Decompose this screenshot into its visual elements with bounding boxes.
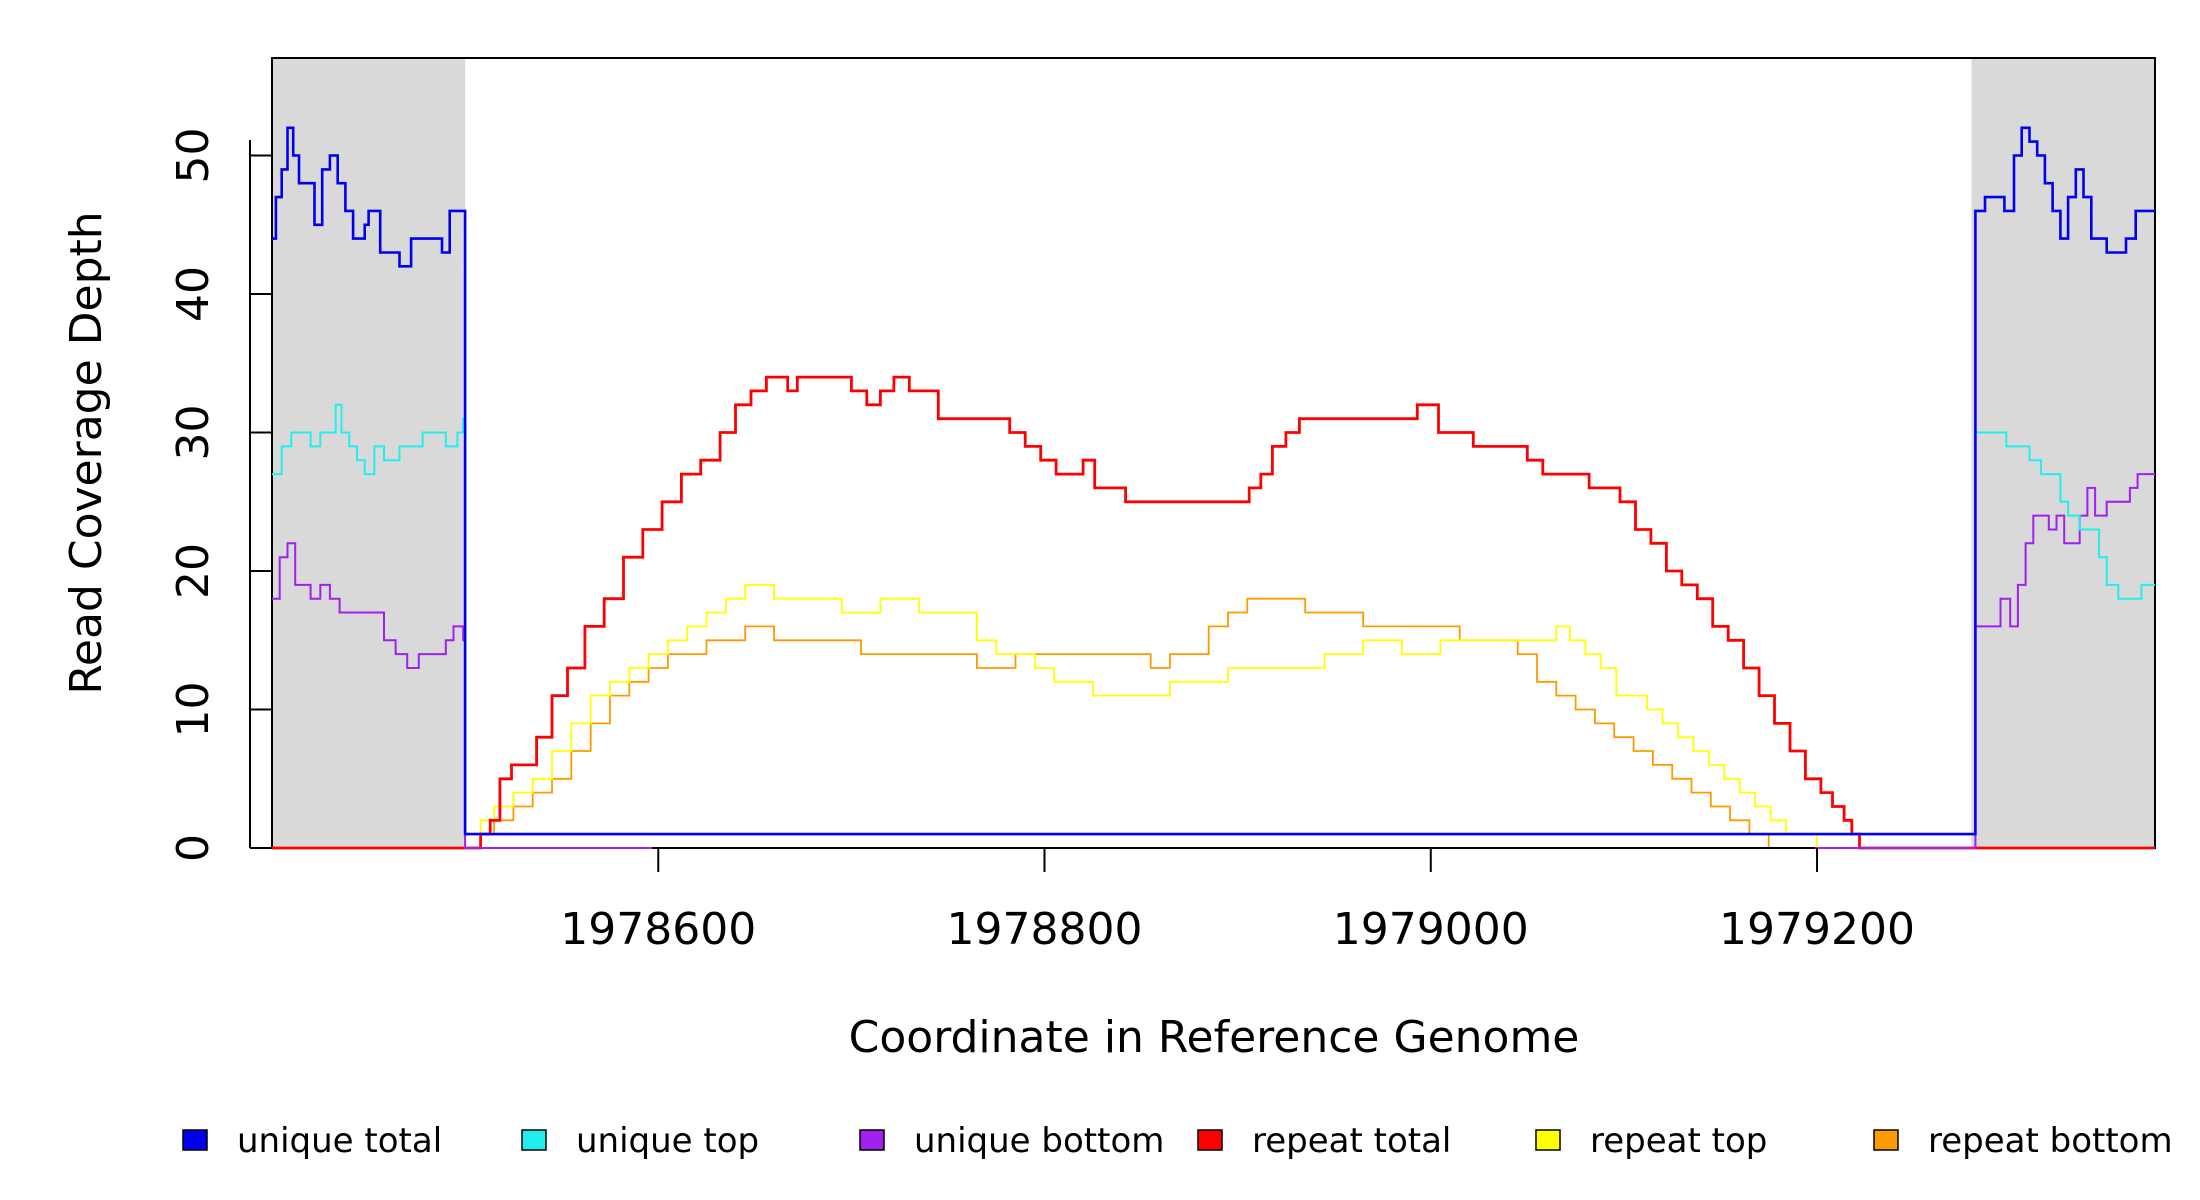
y-tick-label-50: 50: [168, 128, 219, 184]
legend-item-repeat-bottom: repeat bottom: [1873, 1121, 2173, 1161]
y-tick-label-10: 10: [168, 682, 219, 738]
series-line-repeat-bottom: [272, 597, 2155, 849]
legend-item-unique-top: unique top: [521, 1121, 759, 1161]
y-tick-label-0: 0: [168, 834, 219, 862]
series-line-repeat-top: [272, 584, 2155, 849]
legend-label: repeat top: [1590, 1121, 1767, 1161]
x-ticks: 1978600 1978800 1979000 1979200: [560, 848, 1915, 955]
axes: [249, 140, 1815, 849]
shaded-region-1: [272, 58, 466, 848]
series-line-unique-total: [272, 126, 2155, 836]
legend-swatch: [1197, 1129, 1223, 1151]
x-tick-label-1978800: 1978800: [947, 904, 1143, 955]
y-ticks: 0 10 20 30 40 50: [168, 128, 272, 862]
y-axis-title: Read Coverage Depth: [61, 211, 112, 694]
legend-swatch: [1535, 1129, 1561, 1151]
legend-swatch: [859, 1129, 885, 1151]
plot-frame: [271, 57, 2156, 849]
y-tick-label-40: 40: [168, 266, 219, 322]
x-tick-label-1979200: 1979200: [1719, 904, 1915, 955]
y-tick-label-20: 20: [168, 543, 219, 599]
legend-item-unique-total: unique total: [182, 1121, 442, 1161]
legend-item-repeat-top: repeat top: [1535, 1121, 1767, 1161]
series-line-repeat-total: [272, 375, 2155, 850]
x-tick-label-1978600: 1978600: [560, 904, 756, 955]
series-layer: [272, 126, 2155, 850]
series-line-unique-bottom: [272, 473, 2155, 849]
x-axis-title: Coordinate in Reference Genome: [849, 1012, 1580, 1063]
shaded-regions: [272, 58, 2155, 848]
legend: unique total unique top unique bottom repea…: [182, 1121, 2173, 1161]
legend-label: repeat bottom: [1928, 1121, 2173, 1161]
legend-swatch: [521, 1129, 547, 1151]
y-tick-label-30: 30: [168, 405, 219, 461]
legend-label: unique total: [237, 1121, 442, 1161]
legend-item-repeat-total: repeat total: [1197, 1121, 1451, 1161]
legend-label: unique bottom: [914, 1121, 1164, 1161]
series-line-unique-top: [272, 403, 2155, 836]
legend-label: repeat total: [1252, 1121, 1451, 1161]
legend-swatch: [1873, 1129, 1899, 1151]
legend-label: unique top: [576, 1121, 759, 1161]
x-tick-label-1979000: 1979000: [1333, 904, 1529, 955]
shaded-region-2: [1971, 58, 2155, 848]
legend-swatch: [182, 1129, 208, 1151]
legend-item-unique-bottom: unique bottom: [859, 1121, 1164, 1161]
